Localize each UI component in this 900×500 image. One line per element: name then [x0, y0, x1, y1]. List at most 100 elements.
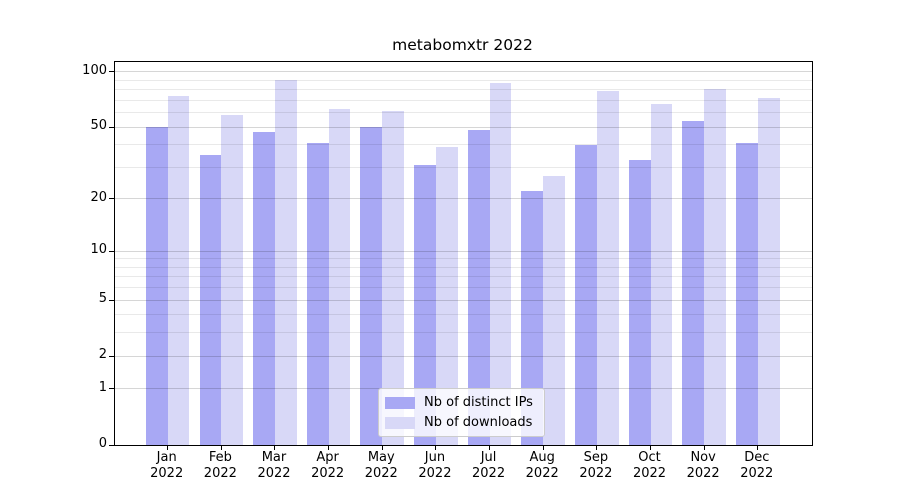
gridline-major: [115, 355, 812, 357]
gridline-minor: [115, 276, 812, 278]
x-tick-label: Jun 2022: [403, 450, 467, 482]
bar-distinct-ips-sep: [575, 144, 597, 445]
y-tick-label: 50: [90, 118, 107, 134]
gridline-minor: [115, 166, 812, 168]
x-tick-label-month: Feb: [208, 450, 232, 465]
bar-distinct-ips-aug: [521, 191, 544, 445]
bar-downloads-sep: [596, 90, 619, 445]
gridline-minor: [115, 99, 812, 101]
gridline-minor: [115, 144, 812, 146]
bars-layer: [115, 62, 812, 445]
y-tick-mark: [109, 444, 114, 446]
x-tick-label: Oct 2022: [618, 450, 682, 482]
gridline-minor: [115, 89, 812, 91]
x-tick-label: Dec 2022: [725, 450, 789, 482]
x-tick-label: Jul 2022: [457, 450, 521, 482]
bar-downloads-jun: [435, 146, 458, 445]
x-tick-label-year: 2022: [150, 466, 184, 481]
x-tick-mark: [650, 445, 651, 450]
x-tick-label: Apr 2022: [296, 450, 360, 482]
gridline-minor: [115, 112, 812, 114]
x-tick-label: Aug 2022: [510, 450, 574, 482]
plot-area: [109, 61, 813, 450]
bar-distinct-ips-nov: [682, 120, 705, 445]
x-tick-label-year: 2022: [579, 466, 613, 481]
legend-swatch-downloads: [385, 416, 415, 429]
x-tick-mark: [328, 445, 330, 450]
gridline-minor: [115, 287, 812, 289]
gridline-major: [115, 126, 812, 128]
legend-swatch-distinct-ips: [385, 396, 415, 409]
bar-downloads-oct: [650, 103, 673, 445]
x-tick-label: Feb 2022: [188, 450, 252, 482]
x-tick-label-year: 2022: [203, 466, 237, 481]
x-tick-mark: [220, 445, 222, 450]
x-tick-label: Sep 2022: [564, 450, 628, 482]
x-tick-label-month: Jan: [156, 450, 177, 465]
bar-downloads-feb: [221, 115, 244, 445]
x-tick-label-month: Oct: [638, 450, 661, 465]
x-tick-label-year: 2022: [472, 466, 506, 481]
x-tick-label: Nov 2022: [671, 450, 735, 482]
y-tick-mark: [109, 71, 114, 73]
y-tick-mark: [109, 126, 114, 128]
y-tick-mark: [109, 355, 114, 357]
x-tick-label: Mar 2022: [242, 450, 306, 482]
y-tick-mark: [109, 299, 114, 301]
x-tick-label-year: 2022: [525, 466, 559, 481]
bar-downloads-nov: [704, 88, 726, 445]
bar-distinct-ips-jul: [467, 130, 490, 445]
y-tick-label: 1: [98, 379, 107, 395]
bar-distinct-ips-feb: [199, 155, 222, 445]
y-tick-label: 5: [98, 291, 107, 307]
x-tick-mark: [757, 445, 759, 450]
bar-downloads-mar: [274, 80, 297, 445]
gridline-minor: [115, 258, 812, 260]
y-tick-label: 0: [98, 436, 107, 451]
gridline-major: [115, 198, 812, 200]
x-tick-label-year: 2022: [418, 466, 452, 481]
x-tick-label-year: 2022: [311, 466, 345, 481]
legend-row-downloads: Nb of downloads: [385, 415, 538, 430]
x-tick-mark: [381, 445, 383, 450]
gridline-minor: [115, 332, 812, 334]
x-tick-label-month: Jun: [424, 450, 446, 465]
bar-downloads-jan: [167, 95, 190, 445]
x-tick-label-month: Aug: [529, 450, 555, 465]
y-tick-label: 100: [82, 62, 107, 78]
x-tick-label-month: Mar: [261, 450, 287, 465]
bar-distinct-ips-jun: [414, 164, 436, 445]
x-tick-label-month: Dec: [744, 450, 770, 465]
x-tick-label-year: 2022: [740, 466, 774, 481]
x-tick-mark: [274, 445, 276, 450]
x-tick-mark: [435, 445, 437, 450]
x-tick-label-month: Nov: [690, 450, 716, 465]
x-tick-label: May 2022: [349, 450, 413, 482]
bar-distinct-ips-oct: [628, 159, 651, 445]
bar-downloads-dec: [757, 98, 780, 445]
grid-layer: [115, 62, 812, 445]
bar-distinct-ips-may: [360, 127, 383, 445]
gridline-major: [115, 250, 812, 252]
bar-downloads-may: [382, 111, 405, 445]
y-tick-mark: [109, 388, 114, 390]
bar-distinct-ips-jan: [145, 127, 168, 445]
gridline-major: [115, 299, 812, 301]
x-tick-label-year: 2022: [632, 466, 667, 481]
x-tick-mark: [596, 445, 598, 450]
x-tick-label: Jan 2022: [135, 450, 199, 482]
bar-downloads-apr: [328, 108, 351, 445]
x-tick-label-month: May: [367, 450, 395, 465]
x-tick-mark: [542, 445, 544, 450]
x-tick-label-year: 2022: [686, 466, 720, 481]
gridline-minor: [115, 314, 812, 316]
y-tick-label: 2: [98, 347, 107, 363]
gridline-minor: [115, 79, 812, 81]
y-tick-label: 10: [90, 242, 107, 258]
x-tick-label-year: 2022: [257, 466, 291, 481]
x-tick-mark: [703, 445, 705, 450]
legend-row-distinct-ips: Nb of distinct IPs: [385, 395, 538, 410]
x-tick-mark: [489, 445, 491, 450]
x-tick-mark: [167, 445, 169, 450]
